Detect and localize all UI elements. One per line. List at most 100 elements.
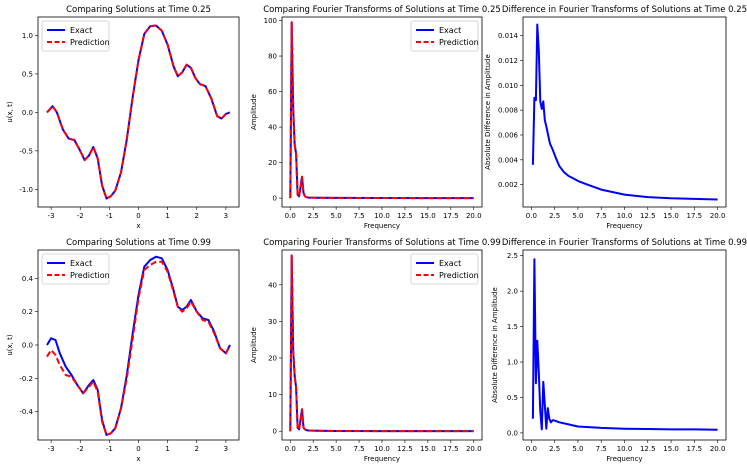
y-tick-label: -0.2 <box>19 375 33 383</box>
y-tick-label: 0.006 <box>498 131 519 139</box>
y-tick-label: -0.5 <box>19 147 33 155</box>
x-tick-label: 17.5 <box>443 212 459 220</box>
axes-frame <box>522 16 727 208</box>
x-tick-label: 3 <box>224 212 228 220</box>
y-axis-label: Absolute Difference in Amplitude <box>491 287 499 403</box>
series-line-prediction <box>289 21 474 200</box>
legend-label-prediction: Prediction <box>70 271 110 280</box>
x-tick-label: -3 <box>48 445 55 453</box>
x-axis-label: Frequency <box>364 455 400 463</box>
series-line-prediction <box>46 24 231 200</box>
x-tick-label: 7.5 <box>596 445 607 453</box>
chart-title: Comparing Solutions at Time 0.25 <box>66 5 211 15</box>
y-tick-label: 40 <box>268 281 277 289</box>
y-tick-label: 30 <box>268 318 277 326</box>
x-tick-label: 10.0 <box>617 445 633 453</box>
x-tick-label: 10.0 <box>374 445 390 453</box>
x-tick-label: 12.5 <box>640 212 656 220</box>
x-tick-label: 17.5 <box>687 212 703 220</box>
chart-title: Comparing Fourier Transforms of Solution… <box>263 5 501 15</box>
chart-diff-t099: Difference in Fourier Transforms of Solu… <box>491 238 747 463</box>
axes-frame <box>37 249 240 441</box>
y-tick-label: 20 <box>268 159 277 167</box>
x-tick-label: -2 <box>77 445 84 453</box>
x-tick-label: 7.5 <box>353 212 364 220</box>
x-tick-label: 0.0 <box>526 445 537 453</box>
chart-fft-t025: Comparing Fourier Transforms of Solution… <box>250 5 501 230</box>
series-line-difference <box>531 258 718 431</box>
y-tick-label: 0.0 <box>22 342 33 350</box>
legend-label-prediction: Prediction <box>70 38 110 47</box>
y-tick-label: 0.012 <box>498 57 518 65</box>
y-axis-label: Amplitude <box>250 94 258 130</box>
y-tick-label: -0.4 <box>19 408 33 416</box>
axes-frame <box>281 16 483 208</box>
y-tick-label: -1.0 <box>19 186 33 194</box>
y-tick-label: 0.5 <box>507 394 518 402</box>
x-tick-label: 1 <box>165 212 169 220</box>
x-tick-label: 5.0 <box>331 445 342 453</box>
x-tick-label: 10.0 <box>617 212 633 220</box>
x-tick-label: 0.0 <box>526 212 537 220</box>
x-tick-label: 20.0 <box>710 212 726 220</box>
x-tick-label: 17.5 <box>687 445 703 453</box>
x-tick-label: 7.5 <box>353 445 364 453</box>
x-tick-label: 5.0 <box>331 212 342 220</box>
x-tick-label: 2.5 <box>549 445 560 453</box>
y-tick-label: 0 <box>273 195 277 203</box>
y-tick-label: 10 <box>268 391 277 399</box>
y-tick-label: 2.5 <box>507 252 518 260</box>
legend-label-exact: Exact <box>70 259 92 268</box>
legend-frame <box>410 253 479 285</box>
series-line-prediction <box>289 254 474 433</box>
axes-frame <box>281 249 483 441</box>
x-tick-label: 2.5 <box>549 212 560 220</box>
chart-diff-t025: Difference in Fourier Transforms of Solu… <box>484 5 747 230</box>
chart-sol-t099: Comparing Solutions at Time 0.99 -3 -2 -1 0 1… <box>6 238 240 463</box>
y-axis-label: Amplitude <box>250 327 258 363</box>
y-tick-label: 0.010 <box>498 82 518 90</box>
legend-label-prediction: Prediction <box>439 38 479 47</box>
legend-frame <box>41 253 110 285</box>
y-tick-label: 1.0 <box>22 32 33 40</box>
chart-title: Comparing Fourier Transforms of Solution… <box>263 238 501 248</box>
y-tick-label: 0.2 <box>22 308 33 316</box>
legend: Exact Prediction <box>41 253 110 285</box>
legend: Exact Prediction <box>41 20 110 52</box>
x-tick-label: 2 <box>195 445 199 453</box>
y-axis-label: u(x, t) <box>6 101 14 123</box>
legend-label-exact: Exact <box>439 259 461 268</box>
x-tick-label: 5.0 <box>572 445 583 453</box>
y-tick-label: 0.002 <box>498 181 518 189</box>
chart-title: Difference in Fourier Transforms of Solu… <box>502 238 747 248</box>
y-tick-label: 0.014 <box>498 32 519 40</box>
x-tick-label: 2.5 <box>308 445 319 453</box>
chart-fft-t099: Comparing Fourier Transforms of Solution… <box>250 238 501 463</box>
x-axis-label: Frequency <box>606 222 642 230</box>
x-tick-label: 15.0 <box>663 445 679 453</box>
legend-frame <box>410 20 479 52</box>
x-tick-label: -2 <box>77 212 84 220</box>
y-tick-label: 2.0 <box>507 288 518 296</box>
x-tick-label: 0.0 <box>285 445 296 453</box>
x-tick-label: 2.5 <box>308 212 319 220</box>
x-tick-label: -3 <box>48 212 55 220</box>
x-axis-label: x <box>136 455 140 463</box>
x-axis-label: Frequency <box>364 222 400 230</box>
legend-label-prediction: Prediction <box>439 271 479 280</box>
x-tick-label: 15.0 <box>420 445 436 453</box>
legend-label-exact: Exact <box>70 26 92 35</box>
y-tick-label: 40 <box>268 124 277 132</box>
x-tick-label: 0.0 <box>285 212 296 220</box>
x-tick-label: 3 <box>224 445 228 453</box>
series-line-prediction <box>46 260 231 436</box>
x-tick-label: 10.0 <box>374 212 390 220</box>
x-tick-label: 5.0 <box>572 212 583 220</box>
y-tick-label: 0.4 <box>22 275 34 283</box>
y-tick-label: 0.008 <box>498 107 518 115</box>
x-tick-label: 20.0 <box>466 445 482 453</box>
legend: Exact Prediction <box>410 253 479 285</box>
y-tick-label: 0.0 <box>22 109 33 117</box>
